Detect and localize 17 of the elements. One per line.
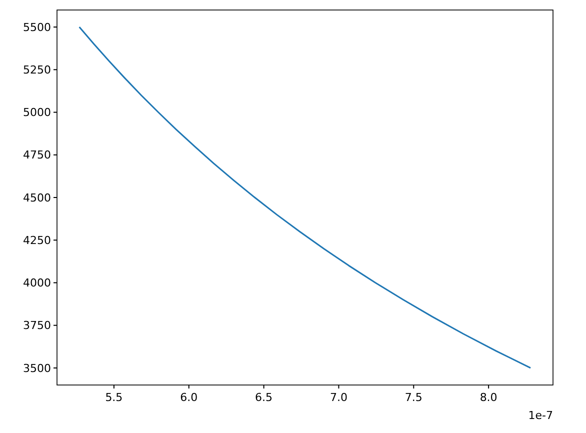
y-tick-label: 4000 (23, 276, 51, 290)
y-tick-label: 3500 (23, 362, 51, 375)
x-tick-label: 7.0 (330, 391, 348, 404)
y-tick-label: 3750 (23, 319, 51, 332)
line-series (78, 26, 532, 369)
y-tick-label: 4750 (23, 148, 51, 162)
y-tick-label: 5000 (23, 106, 51, 120)
y-tick-label: 4250 (23, 234, 51, 247)
x-tick-label: 7.5 (404, 391, 422, 404)
x-tick-label: 5.5 (105, 391, 123, 404)
text: 1e-7 (528, 409, 553, 422)
x-tick-label: 8.0 (480, 391, 498, 404)
x-tick-label: 6.0 (180, 391, 198, 404)
y-tick-label: 4500 (23, 191, 51, 204)
y-tick-label: 5250 (23, 64, 51, 77)
y-tick-label: 5500 (23, 20, 51, 34)
x-tick-label: 6.5 (255, 391, 273, 404)
